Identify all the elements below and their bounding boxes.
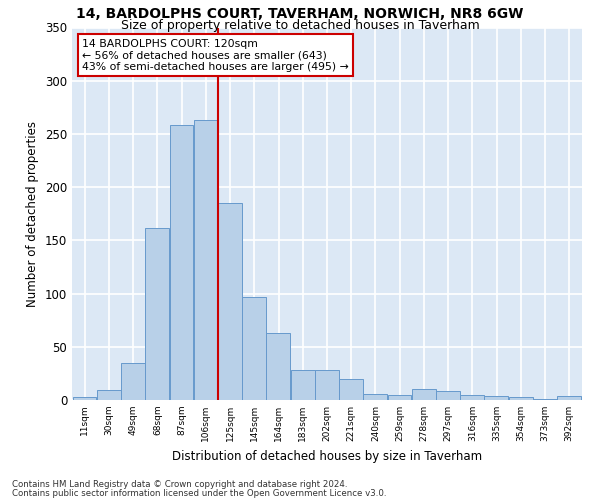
Bar [436,392,460,400]
Bar [412,390,436,400]
Bar [218,203,242,400]
Bar [242,297,266,400]
Bar [484,396,508,400]
Bar [339,378,363,400]
Text: Contains public sector information licensed under the Open Government Licence v3: Contains public sector information licen… [12,488,386,498]
Bar [121,362,145,400]
Bar [170,126,193,400]
Text: Size of property relative to detached houses in Taverham: Size of property relative to detached ho… [121,18,479,32]
Bar [290,370,314,400]
Text: 14, BARDOLPHS COURT, TAVERHAM, NORWICH, NR8 6GW: 14, BARDOLPHS COURT, TAVERHAM, NORWICH, … [76,8,524,22]
Text: 14 BARDOLPHS COURT: 120sqm
← 56% of detached houses are smaller (643)
43% of sem: 14 BARDOLPHS COURT: 120sqm ← 56% of deta… [82,38,349,72]
Bar [73,397,97,400]
Y-axis label: Number of detached properties: Number of detached properties [26,120,40,306]
Bar [145,228,169,400]
X-axis label: Distribution of detached houses by size in Taverham: Distribution of detached houses by size … [172,450,482,462]
Bar [364,394,387,400]
Bar [460,394,484,400]
Bar [388,394,412,400]
Bar [266,333,290,400]
Bar [557,396,581,400]
Text: Contains HM Land Registry data © Crown copyright and database right 2024.: Contains HM Land Registry data © Crown c… [12,480,347,489]
Bar [509,397,533,400]
Bar [97,390,121,400]
Bar [315,370,339,400]
Bar [194,120,218,400]
Bar [533,399,557,400]
